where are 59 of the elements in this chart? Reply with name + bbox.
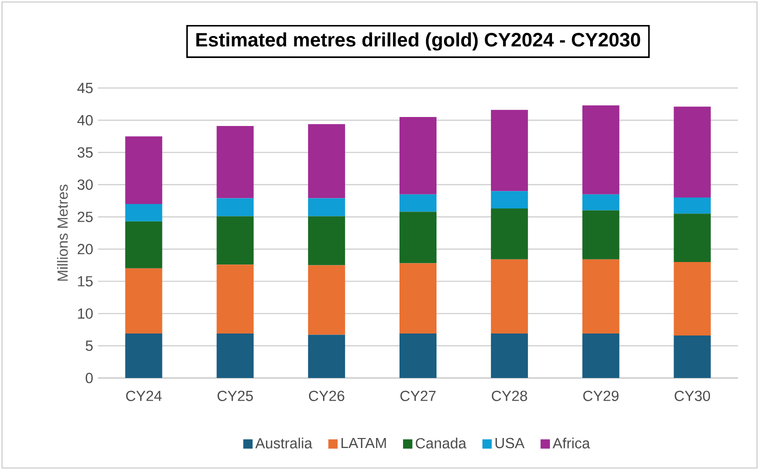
bar bbox=[674, 262, 711, 336]
bar bbox=[400, 212, 436, 264]
y-tick-label: 40 bbox=[77, 115, 93, 126]
legend-label: LATAM bbox=[342, 438, 386, 448]
y-tick-label: 25 bbox=[78, 212, 93, 222]
y-tick-label: 45 bbox=[77, 82, 93, 94]
bar bbox=[125, 268, 162, 334]
y-tick-label: 30 bbox=[78, 179, 93, 190]
x-tick-label: CY24 bbox=[126, 390, 162, 402]
bar bbox=[400, 194, 436, 212]
bar bbox=[308, 265, 346, 335]
bar bbox=[582, 334, 620, 378]
bar bbox=[400, 334, 436, 378]
y-tick-label: 0 bbox=[86, 372, 93, 384]
bar bbox=[582, 194, 620, 210]
legend-label: Canada bbox=[416, 438, 466, 448]
bar bbox=[674, 214, 711, 262]
x-tick-label: CY30 bbox=[674, 390, 710, 402]
bar bbox=[400, 263, 436, 334]
x-tick-label: CY26 bbox=[308, 390, 344, 402]
bar bbox=[125, 204, 162, 222]
x-tick-label: CY25 bbox=[218, 390, 253, 402]
legend-label: USA bbox=[496, 438, 525, 448]
x-tick-label: CY28 bbox=[492, 390, 528, 402]
bar bbox=[490, 334, 528, 378]
bar bbox=[216, 264, 254, 334]
bar bbox=[308, 334, 346, 378]
y-tick-label: 20 bbox=[78, 244, 93, 254]
bar bbox=[490, 208, 528, 260]
bar bbox=[490, 110, 528, 192]
bar bbox=[216, 126, 254, 198]
y-axis-title: Millions Metres bbox=[57, 184, 68, 281]
y-tick-label: 35 bbox=[78, 147, 93, 158]
bar bbox=[125, 334, 162, 378]
x-tick-label: CY29 bbox=[583, 390, 618, 402]
bar bbox=[400, 116, 436, 194]
y-tick-label: 10 bbox=[78, 308, 93, 319]
bar bbox=[674, 335, 711, 378]
legend-label: Australia bbox=[255, 438, 312, 448]
x-tick-label: CY27 bbox=[400, 390, 436, 402]
bar bbox=[216, 334, 254, 378]
bar bbox=[216, 216, 254, 265]
bar bbox=[490, 191, 528, 209]
bar bbox=[125, 221, 162, 268]
y-tick-label: 5 bbox=[86, 340, 93, 351]
bar bbox=[125, 136, 162, 204]
bar bbox=[582, 259, 620, 334]
bar bbox=[674, 106, 711, 198]
bar bbox=[490, 259, 528, 334]
bar bbox=[216, 198, 254, 216]
bar bbox=[308, 198, 346, 216]
chart-title: Estimated metres drilled (gold) CY2024 - CY2030 bbox=[196, 32, 640, 51]
bar bbox=[308, 216, 346, 266]
bar bbox=[582, 105, 620, 194]
y-tick-label: 15 bbox=[78, 276, 93, 286]
legend-label: Africa bbox=[552, 438, 590, 448]
bar bbox=[674, 198, 711, 214]
bar bbox=[582, 210, 620, 260]
bar bbox=[308, 124, 346, 198]
